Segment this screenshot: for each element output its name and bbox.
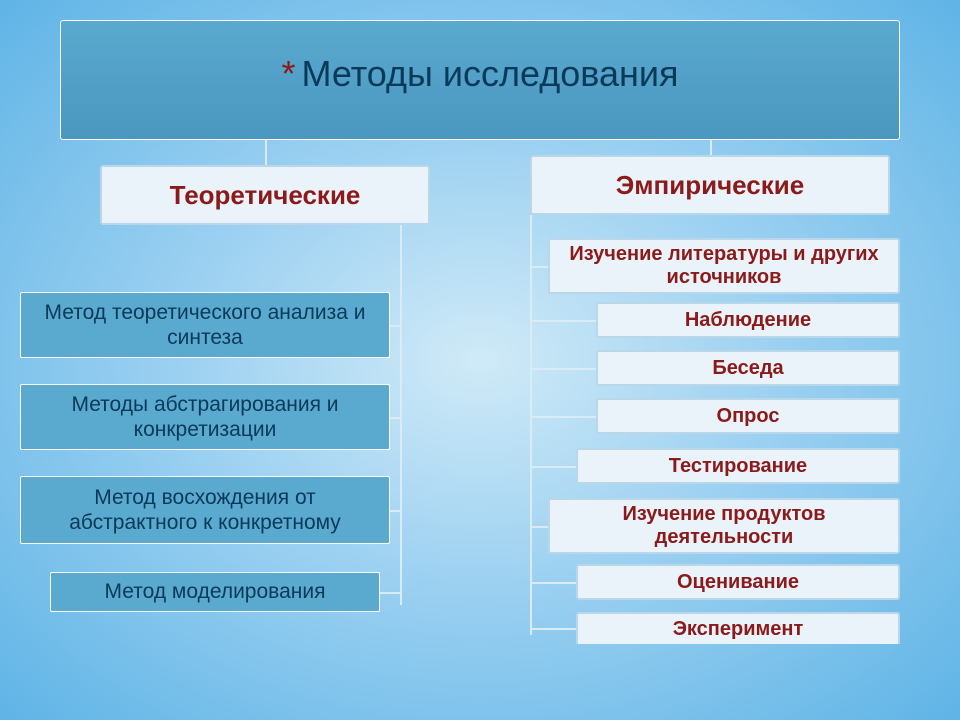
title-label: Методы исследования (302, 53, 679, 94)
right-item-label: Опрос (717, 405, 780, 428)
right-item: Изучение литературы и других источников (548, 238, 900, 294)
right-item: Тестирование (576, 448, 900, 484)
right-item-label: Оценивание (677, 571, 799, 594)
right-item: Оценивание (576, 564, 900, 600)
left-item-label: Метод восхождения от абстрактного к конк… (31, 485, 379, 535)
left-item: Метод восхождения от абстрактного к конк… (20, 476, 390, 544)
right-item: Эксперимент (576, 612, 900, 644)
right-item: Опрос (596, 398, 900, 434)
connector (530, 320, 596, 322)
right-item: Наблюдение (596, 302, 900, 338)
connector (380, 592, 402, 594)
connector (390, 417, 402, 419)
connector (530, 582, 576, 584)
category-empirical: Эмпирические (530, 155, 890, 215)
connector (390, 325, 402, 327)
asterisk-icon: * (281, 53, 295, 94)
connector (390, 510, 402, 512)
right-item: Беседа (596, 350, 900, 386)
right-item-label: Изучение литературы и других источников (558, 243, 890, 289)
connector (530, 215, 532, 635)
right-item-label: Наблюдение (685, 309, 811, 332)
right-item-label: Эксперимент (673, 618, 804, 641)
left-item-label: Метод моделирования (105, 579, 326, 604)
right-item-label: Беседа (712, 357, 783, 380)
connector (530, 416, 596, 418)
title-box: *Методы исследования (60, 20, 900, 140)
left-item: Методы абстрагирования и конкретизации (20, 384, 390, 450)
left-item-label: Методы абстрагирования и конкретизации (31, 392, 379, 442)
connector (530, 368, 596, 370)
category-empirical-label: Эмпирические (616, 170, 804, 201)
category-theoretical-label: Теоретические (170, 180, 361, 211)
category-theoretical: Теоретические (100, 165, 430, 225)
connector (530, 526, 548, 528)
page-title: *Методы исследования (61, 53, 899, 95)
connector (265, 140, 267, 165)
left-item: Метод теоретического анализа и синтеза (20, 292, 390, 358)
right-item: Изучение продуктов деятельности (548, 498, 900, 554)
right-item-label: Тестирование (669, 455, 807, 478)
connector (530, 628, 576, 630)
connector (710, 140, 712, 155)
connector (530, 266, 548, 268)
right-item-label: Изучение продуктов деятельности (558, 503, 890, 549)
left-item: Метод моделирования (50, 572, 380, 612)
connector (530, 466, 576, 468)
connector (400, 225, 402, 605)
left-item-label: Метод теоретического анализа и синтеза (31, 300, 379, 350)
